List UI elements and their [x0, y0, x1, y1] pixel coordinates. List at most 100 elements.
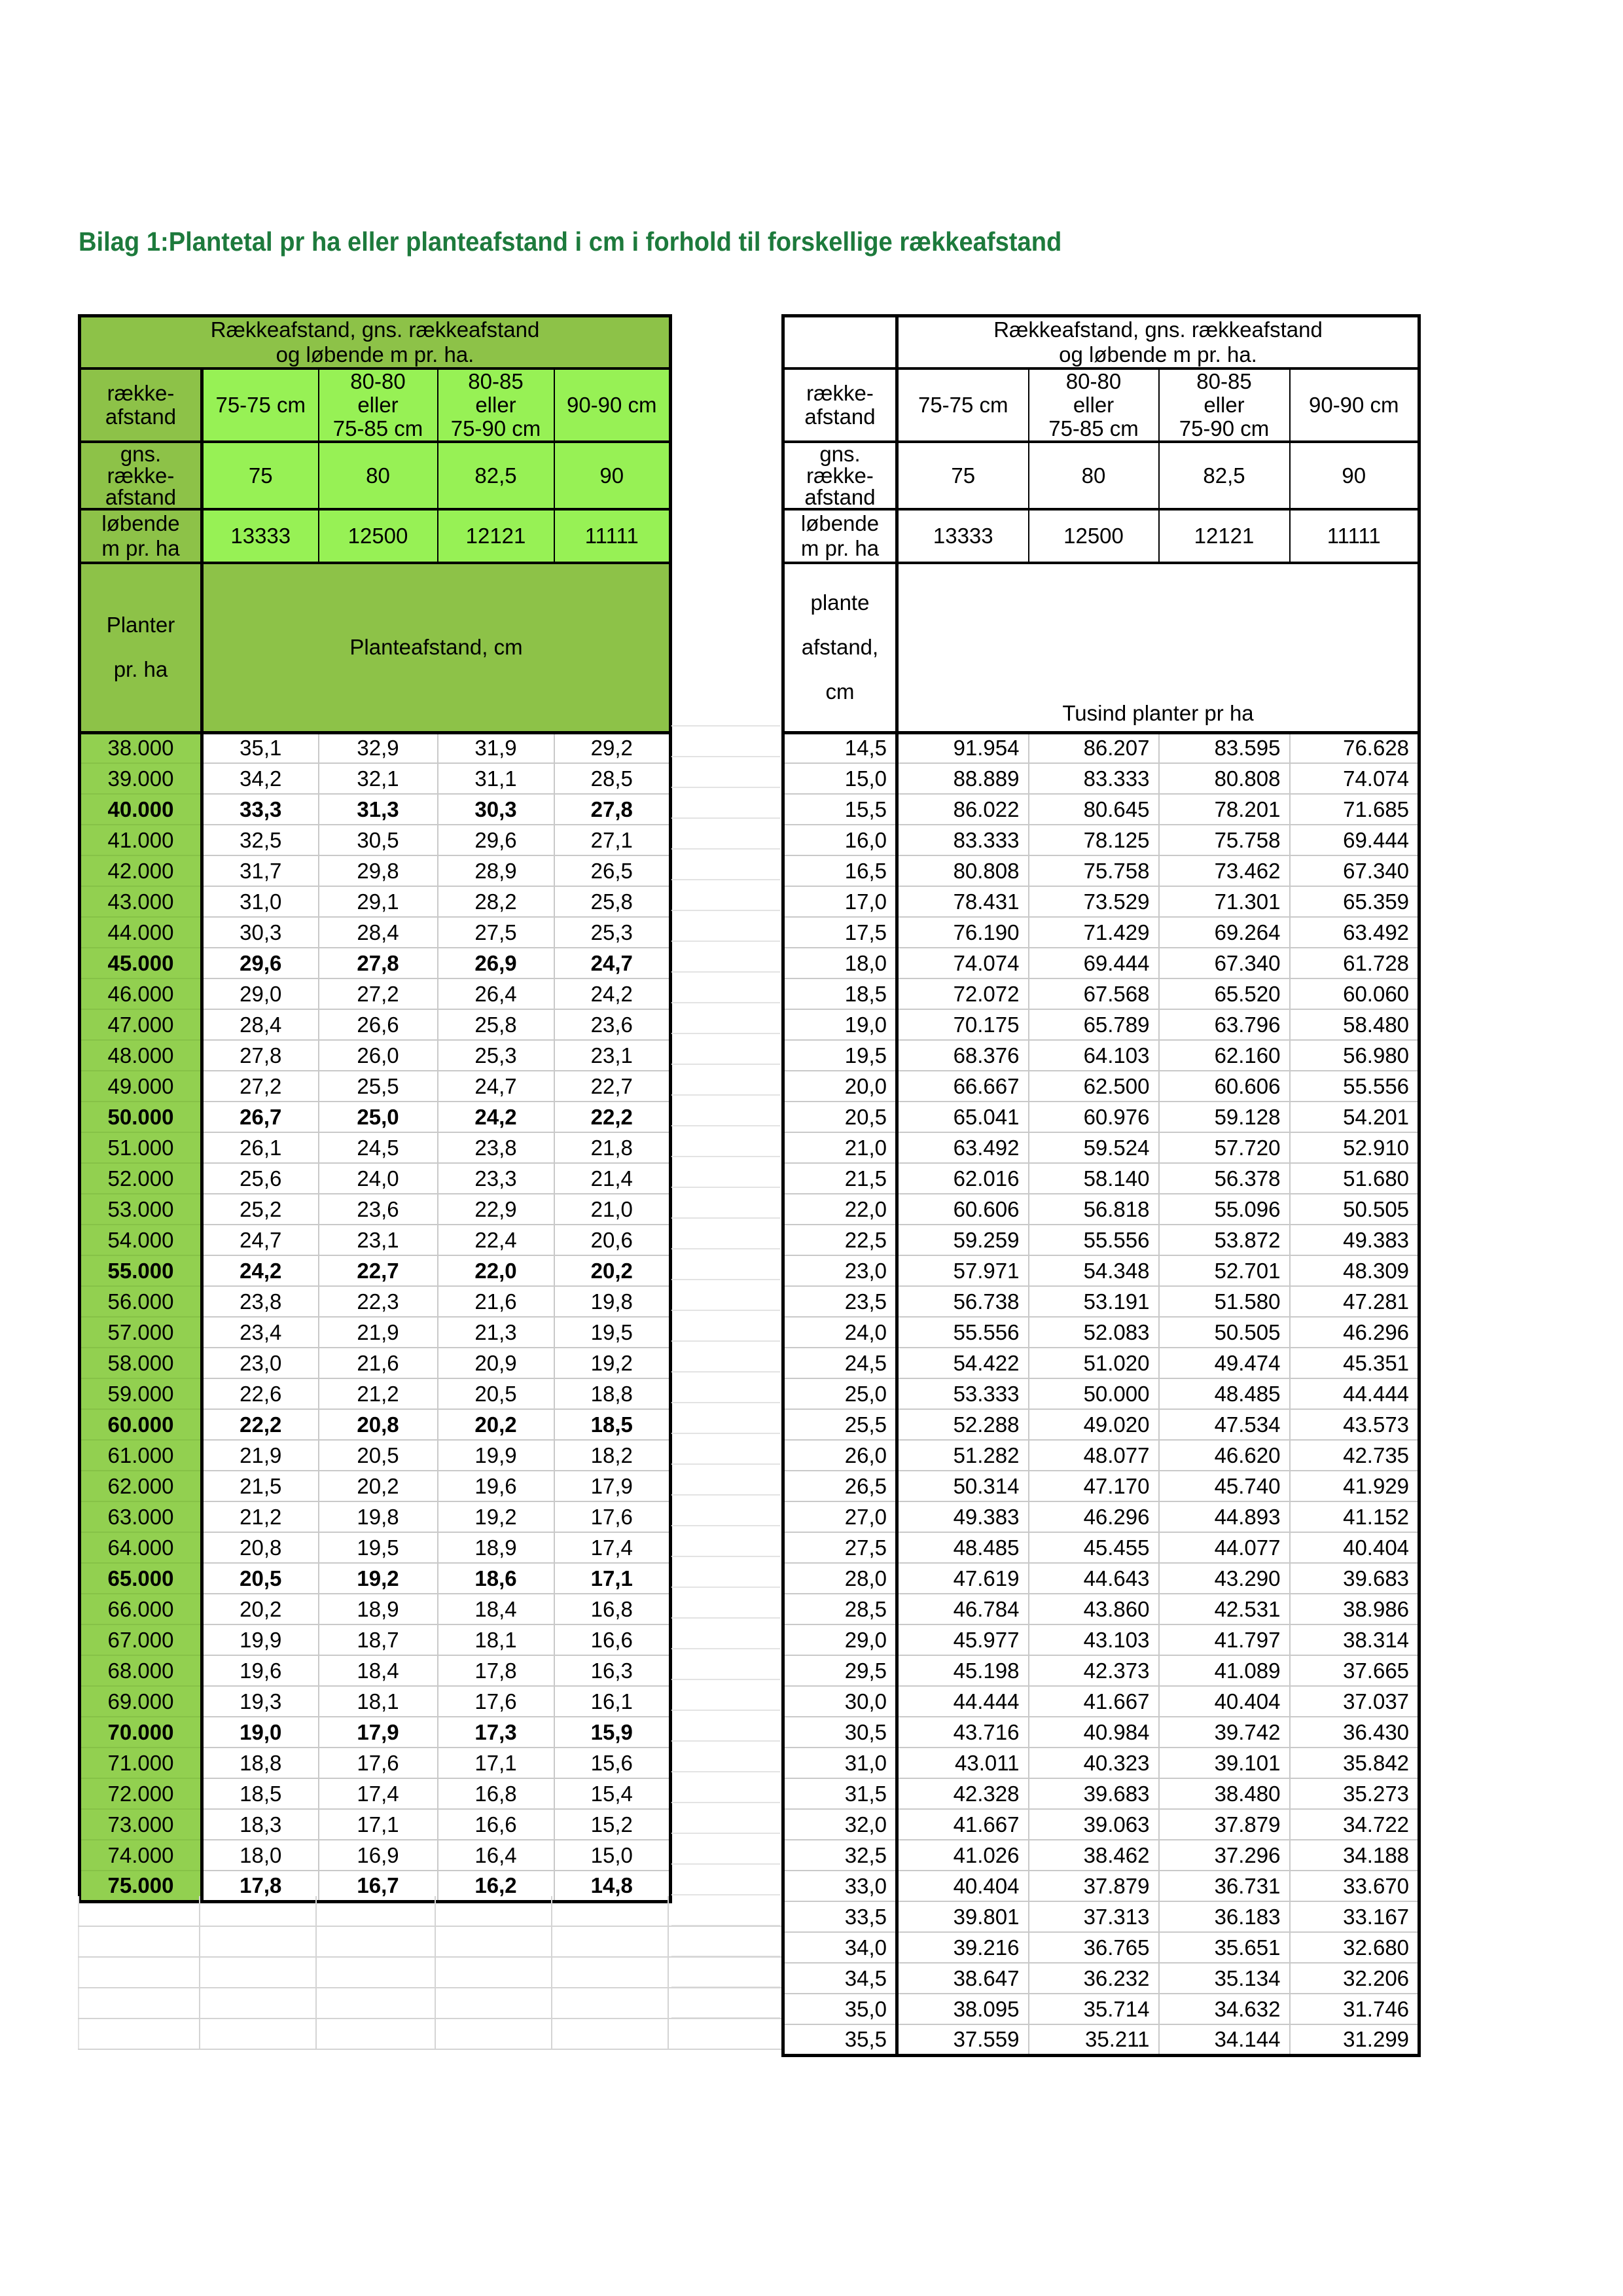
empty-grid-cell — [317, 1927, 436, 1956]
planteafstand-value-cell: 20,9 — [437, 1347, 555, 1379]
table-row: 63.000 21,2 19,8 19,2 17,6 — [79, 1501, 671, 1533]
planter-count-cell: 42.000 — [79, 855, 204, 887]
empty-grid-row — [78, 1988, 781, 2019]
planter-pr-ha-value-cell: 34.144 — [1158, 2024, 1291, 2056]
planteafstand-value-cell: 32,1 — [317, 762, 438, 795]
planter-pr-ha-value-cell: 38.462 — [1027, 1839, 1160, 1871]
planter-pr-ha-value-cell: 73.529 — [1027, 886, 1160, 918]
table-row: 55.000 24,2 22,7 22,0 20,2 — [79, 1255, 671, 1287]
empty-grid-cell — [317, 1988, 436, 2018]
planteafstand-value-cell: 17,3 — [437, 1716, 555, 1748]
planteafstand-value-cell: 26,4 — [437, 978, 555, 1010]
planter-pr-ha-value-cell: 37.879 — [1158, 1808, 1291, 1840]
planteafstand-value-cell: 23,8 — [437, 1132, 555, 1164]
planteafstand-value-cell: 20,5 — [201, 1562, 319, 1594]
planteafstand-value-cell: 19,8 — [553, 1285, 671, 1318]
gns-value-cell: 75 — [201, 440, 319, 511]
planteafstand-value-cell: 24,7 — [553, 947, 671, 979]
planter-pr-ha-value-cell: 36.430 — [1289, 1716, 1420, 1748]
table-row: 17,5 76.190 71.429 69.264 63.492 — [782, 916, 1420, 948]
planter-pr-ha-value-cell: 58.480 — [1289, 1009, 1420, 1041]
table-row: 35,0 38.095 35.714 34.632 31.746 — [782, 1993, 1420, 2025]
planter-pr-ha-value-cell: 55.096 — [1158, 1193, 1291, 1225]
planteafstand-value-cell: 14,8 — [553, 1870, 671, 1902]
planter-count-cell: 55.000 — [79, 1255, 204, 1287]
plante-afstand-cell: 23,0 — [782, 1255, 899, 1287]
planter-pr-ha-value-cell: 53.872 — [1158, 1224, 1291, 1256]
planter-pr-ha-value-cell: 46.620 — [1158, 1439, 1291, 1471]
planteafstand-value-cell: 18,8 — [553, 1378, 671, 1410]
planteafstand-value-cell: 24,2 — [553, 978, 671, 1010]
planteafstand-value-cell: 19,6 — [437, 1470, 555, 1502]
planteafstand-value-cell: 28,4 — [201, 1009, 319, 1041]
plante-afstand-cell: 15,5 — [782, 793, 899, 825]
planteafstand-value-cell: 25,3 — [437, 1039, 555, 1071]
planter-pr-ha-value-cell: 80.645 — [1027, 793, 1160, 825]
planter-pr-ha-value-cell: 43.103 — [1027, 1624, 1160, 1656]
planter-pr-ha-value-cell: 50.314 — [896, 1470, 1029, 1502]
planteafstand-value-cell: 29,6 — [201, 947, 319, 979]
planteafstand-value-cell: 22,7 — [553, 1070, 671, 1102]
empty-grid-cell — [317, 1958, 436, 1987]
planter-pr-ha-value-cell: 39.683 — [1027, 1778, 1160, 1810]
planteafstand-value-cell: 17,1 — [553, 1562, 671, 1594]
table-row: 48.000 27,8 26,0 25,3 23,1 — [79, 1039, 671, 1071]
planteafstand-value-cell: 18,9 — [317, 1593, 438, 1625]
label-line: 75-85 cm — [332, 416, 423, 440]
planter-pr-ha-value-cell: 34.722 — [1289, 1808, 1420, 1840]
planteafstand-value-cell: 17,4 — [317, 1778, 438, 1810]
planteafstand-value-cell: 15,0 — [553, 1839, 671, 1871]
planter-pr-ha-value-cell: 68.376 — [896, 1039, 1029, 1071]
planteafstand-value-cell: 18,8 — [201, 1747, 319, 1779]
planteafstand-value-cell: 20,2 — [201, 1593, 319, 1625]
label-line: afstand — [105, 404, 177, 429]
planter-pr-ha-value-cell: 37.559 — [896, 2024, 1029, 2056]
empty-grid-row — [78, 1958, 781, 1988]
planter-pr-ha-value-cell: 48.485 — [1158, 1378, 1291, 1410]
planter-count-cell: 41.000 — [79, 824, 204, 856]
planteafstand-value-cell: 19,2 — [437, 1501, 555, 1533]
table-row: 29,5 45.198 42.373 41.089 37.665 — [782, 1655, 1420, 1687]
empty-grid-cell — [200, 1896, 317, 1926]
planteafstand-value-cell: 26,7 — [201, 1101, 319, 1133]
planter-pr-ha-value-cell: 69.264 — [1158, 916, 1291, 948]
plante-afstand-cell: 20,0 — [782, 1070, 899, 1102]
planteafstand-value-cell: 21,0 — [553, 1193, 671, 1225]
planter-pr-ha-value-cell: 80.808 — [1158, 762, 1291, 795]
planter-pr-ha-value-cell: 55.556 — [1027, 1224, 1160, 1256]
planteafstand-value-cell: 26,0 — [317, 1039, 438, 1071]
planter-pr-ha-value-cell: 75.758 — [1158, 824, 1291, 856]
plante-afstand-cell: 27,0 — [782, 1501, 899, 1533]
planter-pr-ha-value-cell: 37.296 — [1158, 1839, 1291, 1871]
label-line: eller — [475, 393, 516, 417]
planter-pr-ha-value-cell: 71.301 — [1158, 886, 1291, 918]
table-row: 38.000 35,1 32,9 31,9 29,2 — [79, 732, 671, 764]
table-row: Rækkeafstand, gns. rækkeafstand og løben… — [79, 314, 671, 370]
planter-pr-ha-value-cell: 35.134 — [1158, 1962, 1291, 1994]
planteafstand-value-cell: 16,2 — [437, 1870, 555, 1902]
label-line: 80-80 — [350, 369, 406, 393]
planteafstand-value-cell: 17,6 — [317, 1747, 438, 1779]
table-row: 60.000 22,2 20,8 20,2 18,5 — [79, 1408, 671, 1441]
planter-pr-ha-value-cell: 75.758 — [1027, 855, 1160, 887]
planter-pr-ha-value-cell: 62.160 — [1158, 1039, 1291, 1071]
planter-pr-ha-value-cell: 70.175 — [896, 1009, 1029, 1041]
planter-pr-ha-value-cell: 35.651 — [1158, 1931, 1291, 1964]
plante-afstand-cell: 32,5 — [782, 1839, 899, 1871]
planter-pr-ha-value-cell: 73.462 — [1158, 855, 1291, 887]
planter-count-cell: 69.000 — [79, 1685, 204, 1717]
lobende-value-cell: 12500 — [1027, 508, 1160, 564]
planter-count-cell: 53.000 — [79, 1193, 204, 1225]
table-row: 21,5 62.016 58.140 56.378 51.680 — [782, 1162, 1420, 1194]
planter-pr-ha-value-cell: 57.971 — [896, 1255, 1029, 1287]
planteafstand-value-cell: 29,2 — [553, 732, 671, 764]
planter-pr-ha-value-cell: 40.404 — [1289, 1532, 1420, 1564]
planteafstand-value-cell: 17,9 — [317, 1716, 438, 1748]
table-row: 23,0 57.971 54.348 52.701 48.309 — [782, 1255, 1420, 1287]
planter-pr-ha-value-cell: 36.765 — [1027, 1931, 1160, 1964]
planteafstand-value-cell: 19,6 — [201, 1655, 319, 1687]
plante-afstand-cell: 35,0 — [782, 1993, 899, 2025]
planter-pr-ha-value-cell: 43.011 — [896, 1747, 1029, 1779]
planter-pr-ha-value-cell: 65.359 — [1289, 886, 1420, 918]
planter-pr-ha-value-cell: 49.383 — [896, 1501, 1029, 1533]
